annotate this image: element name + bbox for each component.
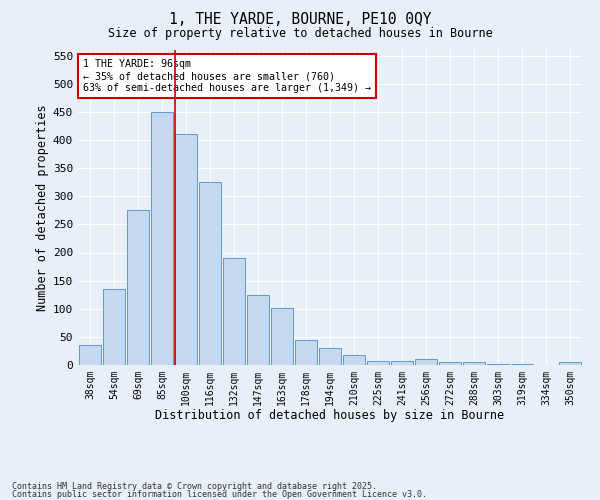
Bar [223, 258, 245, 365]
Bar [391, 360, 413, 365]
Bar [271, 308, 293, 365]
Bar [367, 360, 389, 365]
Bar [79, 346, 101, 365]
Bar [487, 364, 509, 365]
Bar [439, 362, 461, 365]
Text: 1, THE YARDE, BOURNE, PE10 0QY: 1, THE YARDE, BOURNE, PE10 0QY [169, 12, 431, 28]
Text: 1 THE YARDE: 96sqm
← 35% of detached houses are smaller (760)
63% of semi-detach: 1 THE YARDE: 96sqm ← 35% of detached hou… [83, 60, 371, 92]
Bar [295, 340, 317, 365]
Bar [151, 112, 173, 365]
Bar [559, 362, 581, 365]
Bar [463, 362, 485, 365]
Text: Contains HM Land Registry data © Crown copyright and database right 2025.: Contains HM Land Registry data © Crown c… [12, 482, 377, 491]
Bar [247, 294, 269, 365]
Bar [511, 364, 533, 365]
Bar [127, 210, 149, 365]
Bar [343, 355, 365, 365]
Bar [175, 134, 197, 365]
Y-axis label: Number of detached properties: Number of detached properties [36, 104, 49, 311]
Text: Contains public sector information licensed under the Open Government Licence v3: Contains public sector information licen… [12, 490, 427, 499]
Bar [415, 360, 437, 365]
Bar [319, 348, 341, 365]
X-axis label: Distribution of detached houses by size in Bourne: Distribution of detached houses by size … [155, 410, 505, 422]
Text: Size of property relative to detached houses in Bourne: Size of property relative to detached ho… [107, 28, 493, 40]
Bar [199, 182, 221, 365]
Bar [103, 289, 125, 365]
